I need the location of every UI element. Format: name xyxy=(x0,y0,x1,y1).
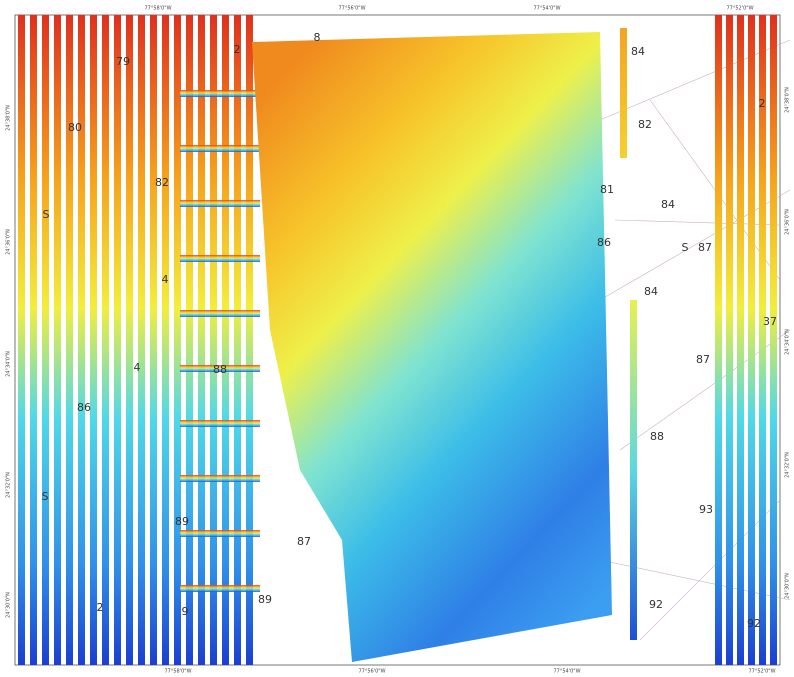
survey-strip xyxy=(620,28,627,158)
sounding: 89 xyxy=(258,593,272,606)
sounding: 82 xyxy=(638,118,652,131)
left-tick-label: 24°32'0"N xyxy=(6,472,12,498)
cross-line xyxy=(180,530,260,537)
cross-line xyxy=(180,90,260,97)
sounding: 84 xyxy=(644,285,658,298)
sounding: 87 xyxy=(696,353,710,366)
sounding: S xyxy=(682,241,689,254)
right-tick-label: 24°32'0"N xyxy=(785,452,791,478)
left-tick-label: 24°38'0"N xyxy=(6,105,12,131)
survey-strip xyxy=(30,15,37,665)
sounding: 4 xyxy=(134,361,141,374)
sounding: 84 xyxy=(661,198,675,211)
left-tick-label: 24°36'0"N xyxy=(6,229,12,255)
sounding: 89 xyxy=(175,515,189,528)
sounding: 80 xyxy=(68,121,82,134)
survey-strip xyxy=(66,15,73,665)
survey-strip xyxy=(174,15,181,665)
right-tick-label: 24°34'0"N xyxy=(785,329,791,355)
survey-strip xyxy=(126,15,133,665)
top-tick-label: 77°52'0"W xyxy=(726,6,753,12)
sounding: 92 xyxy=(649,598,663,611)
survey-strip xyxy=(737,15,744,665)
right-tick-label: 24°38'0"N xyxy=(785,87,791,113)
survey-strip xyxy=(138,15,145,665)
sounding: 4 xyxy=(162,273,169,286)
survey-strip xyxy=(726,15,733,665)
cross-line xyxy=(180,255,260,262)
cross-line xyxy=(180,475,260,482)
left-tick-label: 24°34'0"N xyxy=(6,351,12,377)
top-tick-label: 77°56'0"W xyxy=(338,6,365,12)
survey-strip xyxy=(78,15,85,665)
survey-strip xyxy=(222,15,229,665)
sounding: S xyxy=(43,208,50,221)
survey-strip xyxy=(186,15,193,665)
bottom-tick-label: 77°58'0"W xyxy=(164,669,191,675)
survey-strip xyxy=(748,15,755,665)
cross-line xyxy=(180,420,260,427)
sounding: 88 xyxy=(650,430,664,443)
survey-strip xyxy=(18,15,25,665)
survey-strip xyxy=(630,300,637,640)
sounding: 84 xyxy=(631,45,645,58)
right-tick-label: 24°36'0"N xyxy=(785,209,791,235)
sounding: 2 xyxy=(97,601,104,614)
sounding: 2 xyxy=(234,43,241,56)
left-tick-label: 24°30'0"N xyxy=(6,592,12,618)
survey-strip xyxy=(234,15,241,665)
survey-strip xyxy=(54,15,61,665)
sounding: 81 xyxy=(600,183,614,196)
survey-strip xyxy=(102,15,109,665)
cross-line xyxy=(180,585,260,592)
survey-strip xyxy=(715,15,722,665)
survey-strip xyxy=(759,15,766,665)
bottom-tick-label: 77°54'0"W xyxy=(553,669,580,675)
sounding: 79 xyxy=(116,55,130,68)
sounding: 88 xyxy=(213,363,227,376)
sounding: 92 xyxy=(747,617,761,630)
right-tick-label: 24°30'0"N xyxy=(785,573,791,599)
sounding: S xyxy=(42,490,49,503)
sounding: 8 xyxy=(314,31,321,44)
survey-strip xyxy=(246,15,253,665)
sounding: 9 xyxy=(182,605,189,618)
survey-strip xyxy=(90,15,97,665)
survey-strip xyxy=(114,15,121,665)
cross-line xyxy=(180,145,260,152)
survey-strip xyxy=(210,15,217,665)
sounding: 93 xyxy=(699,503,713,516)
bottom-tick-label: 77°56'0"W xyxy=(358,669,385,675)
top-tick-label: 77°54'0"W xyxy=(533,6,560,12)
bottom-tick-label: 77°52'0"W xyxy=(748,669,775,675)
survey-strip xyxy=(162,15,169,665)
cross-line xyxy=(180,200,260,207)
sounding: 37 xyxy=(763,315,777,328)
sounding: 82 xyxy=(155,176,169,189)
cross-line xyxy=(180,310,260,317)
sounding: 86 xyxy=(597,236,611,249)
survey-strip xyxy=(198,15,205,665)
sounding: 87 xyxy=(698,241,712,254)
top-tick-label: 77°58'0"W xyxy=(144,6,171,12)
survey-strip xyxy=(150,15,157,665)
survey-strip xyxy=(770,15,777,665)
sounding: 87 xyxy=(297,535,311,548)
map: 8482818486S878487889392798082S448886S898… xyxy=(0,0,794,677)
sounding: 86 xyxy=(77,401,91,414)
survey-strip xyxy=(42,15,49,665)
sounding: 2 xyxy=(759,97,766,110)
